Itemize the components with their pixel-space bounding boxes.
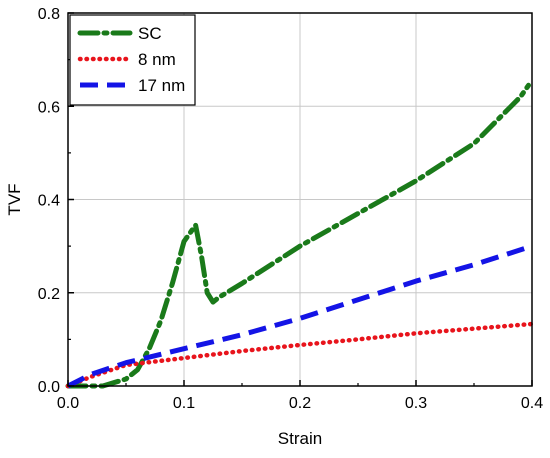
series-line-17-nm	[66, 243, 533, 389]
legend: SC 8 nm 17 nm	[69, 14, 196, 106]
series-line-sc	[65, 82, 532, 389]
x-tick-label: 0.3	[405, 395, 427, 412]
x-tick-label: 0.1	[173, 395, 195, 412]
legend-box	[69, 14, 196, 106]
ticks: 0.0 0.1 0.2 0.3 0.4 0.0 0.2 0.4 0.6 0.8	[38, 6, 543, 412]
y-tick-label: 0.8	[38, 6, 60, 23]
y-tick-label: 0.4	[38, 193, 60, 210]
x-tick-label: 0.0	[57, 395, 79, 412]
y-tick-label: 0.0	[38, 379, 60, 396]
series-layer	[65, 82, 535, 389]
legend-label: 8 nm	[138, 50, 176, 69]
legend-label: SC	[138, 24, 162, 43]
y-tick-label: 0.2	[38, 286, 60, 303]
grid	[68, 13, 532, 386]
x-tick-label: 0.2	[289, 395, 311, 412]
x-tick-label: 0.4	[521, 395, 543, 412]
y-tick-label: 0.6	[38, 99, 60, 116]
legend-label: 17 nm	[138, 76, 185, 95]
y-axis-title: TVF	[5, 183, 24, 215]
x-axis-title: Strain	[278, 429, 322, 448]
